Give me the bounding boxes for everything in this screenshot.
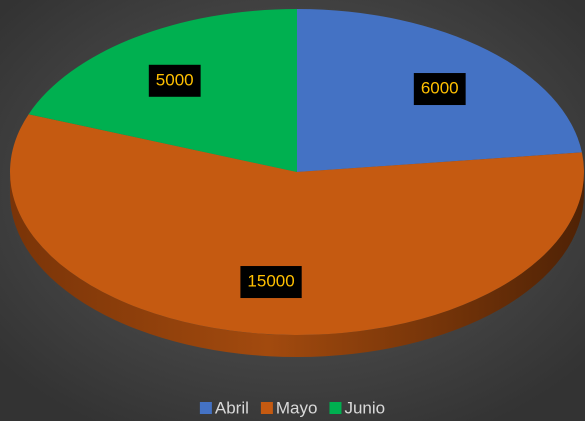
legend-label: Junio xyxy=(344,398,385,417)
data-label: 5000 xyxy=(148,64,201,97)
data-label-box xyxy=(148,64,201,97)
legend-label: Abril xyxy=(215,398,249,417)
data-label-box xyxy=(240,266,302,299)
legend-label: Mayo xyxy=(276,398,318,417)
data-label: 6000 xyxy=(413,73,466,106)
legend-swatch xyxy=(199,402,212,414)
data-label-text: 5000 xyxy=(156,70,194,89)
legend-swatch xyxy=(260,402,273,414)
legend: Abril Mayo Junio xyxy=(199,398,385,417)
legend-swatch xyxy=(329,402,342,414)
pie-slice xyxy=(10,114,585,335)
data-label-text: 6000 xyxy=(421,79,459,98)
data-label-text: 15000 xyxy=(247,272,294,291)
data-label: 15000 xyxy=(240,266,302,299)
data-label-box xyxy=(413,73,466,106)
